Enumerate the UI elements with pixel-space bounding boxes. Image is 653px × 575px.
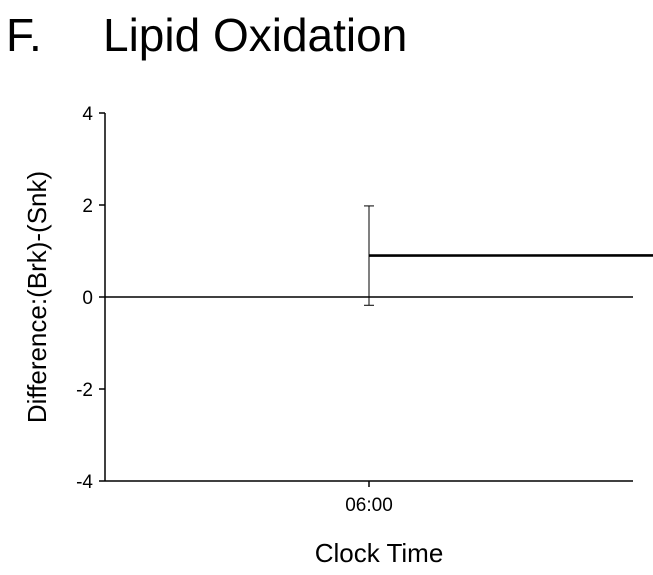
- axes: -4-202406:0010:0014:0018:0022:0002:0006:…: [76, 104, 633, 516]
- y-tick-label: 4: [82, 104, 93, 125]
- panel-letter: F.: [6, 9, 42, 61]
- x-tick-label: 06:00: [345, 495, 393, 516]
- data-line: [368, 254, 653, 257]
- y-tick-label: 0: [82, 288, 93, 309]
- y-axis-title: Difference:(Brk)-(Snk): [22, 171, 52, 423]
- y-tick-label: -4: [76, 472, 93, 493]
- axis-labels: Clock Time Difference:(Brk)-(Snk): [22, 171, 443, 568]
- error-bars: [364, 205, 374, 306]
- y-tick-label: -2: [76, 380, 93, 401]
- chart-title: Lipid Oxidation: [103, 9, 408, 61]
- y-tick-label: 2: [82, 196, 93, 217]
- x-axis-title: Clock Time: [315, 538, 444, 568]
- data-line-group: [368, 254, 653, 257]
